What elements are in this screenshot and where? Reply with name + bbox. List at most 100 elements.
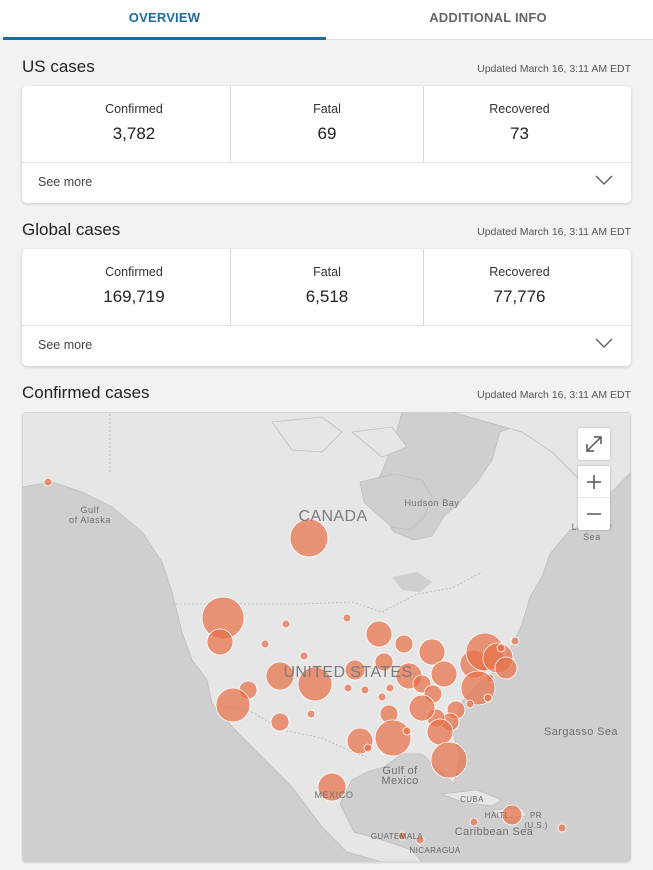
case-bubble[interactable] bbox=[260, 639, 270, 649]
us-cases-card: Confirmed 3,782 Fatal 69 Recovered 73 Se… bbox=[22, 86, 631, 203]
case-bubble[interactable] bbox=[418, 638, 446, 666]
case-bubble[interactable] bbox=[363, 743, 373, 753]
case-bubble[interactable] bbox=[317, 772, 347, 802]
stat-value: 77,776 bbox=[493, 287, 546, 306]
case-bubble[interactable] bbox=[270, 712, 290, 732]
case-bubble[interactable] bbox=[385, 683, 395, 693]
case-bubble[interactable] bbox=[408, 694, 436, 722]
global-cases-header: Global cases Updated March 16, 3:11 AM E… bbox=[22, 220, 631, 244]
stat-label: Recovered bbox=[489, 265, 550, 279]
case-bubble[interactable] bbox=[306, 709, 316, 719]
us-see-more-row[interactable]: See more bbox=[22, 162, 631, 203]
case-bubble[interactable] bbox=[426, 718, 454, 746]
global-cases-updated: Updated March 16, 3:11 AM EDT bbox=[477, 226, 631, 238]
case-bubble[interactable] bbox=[415, 835, 425, 845]
stat-label: Recovered bbox=[489, 102, 550, 116]
stat-value: 73 bbox=[510, 124, 529, 143]
label-hudson-bay: Hudson Bay bbox=[404, 498, 460, 508]
fullscreen-button[interactable] bbox=[578, 428, 610, 460]
map-basemap bbox=[22, 412, 631, 862]
label-cuba: CUBA bbox=[460, 795, 484, 804]
case-bubble[interactable] bbox=[430, 741, 468, 779]
confirmed-cases-map[interactable]: Gulf of Alaska CANADA Hudson Bay Labrado… bbox=[22, 412, 631, 862]
label-caribbean-sea: Caribbean Sea bbox=[454, 826, 534, 838]
see-more-link[interactable]: See more bbox=[38, 175, 93, 189]
global-fatal-stat: Fatal 6,518 bbox=[230, 249, 423, 325]
expand-icon bbox=[586, 436, 602, 452]
case-bubble[interactable] bbox=[360, 685, 370, 695]
case-bubble[interactable] bbox=[510, 636, 520, 646]
case-bubbles bbox=[43, 477, 567, 845]
stat-label: Confirmed bbox=[105, 265, 163, 279]
case-bubble[interactable] bbox=[374, 719, 412, 757]
see-more-link[interactable]: See more bbox=[38, 338, 93, 352]
tab-additional-info[interactable]: ADDITIONAL INFO bbox=[429, 10, 547, 25]
plus-icon bbox=[587, 475, 601, 489]
case-bubble[interactable] bbox=[483, 693, 493, 703]
us-fatal-stat: Fatal 69 bbox=[230, 86, 423, 162]
case-bubble[interactable] bbox=[394, 634, 414, 654]
label-gulf-of-mexico: Gulf of Mexico bbox=[381, 765, 419, 787]
us-cases-header: US cases Updated March 16, 3:11 AM EDT bbox=[22, 57, 631, 81]
us-recovered-stat: Recovered 73 bbox=[423, 86, 615, 162]
case-bubble[interactable] bbox=[557, 823, 567, 833]
tab-overview[interactable]: OVERVIEW bbox=[3, 0, 326, 40]
land-arctic-islands bbox=[271, 416, 408, 458]
label-puerto-rico: PR (U.S.) bbox=[524, 811, 548, 830]
us-cases-title: US cases bbox=[22, 57, 95, 76]
case-bubble[interactable] bbox=[402, 726, 412, 736]
label-guatemala: GUATEMALA bbox=[370, 832, 424, 841]
border-us-canada bbox=[172, 571, 483, 613]
case-bubble[interactable] bbox=[299, 651, 309, 661]
case-bubble[interactable] bbox=[494, 656, 518, 680]
global-cases-title: Global cases bbox=[22, 220, 121, 239]
case-bubble[interactable] bbox=[43, 477, 53, 487]
hudson-bay bbox=[359, 473, 433, 531]
chevron-down-icon[interactable] bbox=[595, 337, 613, 349]
case-bubble[interactable] bbox=[343, 683, 353, 693]
case-bubble[interactable] bbox=[342, 613, 352, 623]
case-bubble[interactable] bbox=[397, 831, 407, 841]
case-bubble[interactable] bbox=[465, 699, 475, 709]
case-bubble[interactable] bbox=[501, 804, 523, 826]
tab-bar: OVERVIEW ADDITIONAL INFO bbox=[0, 0, 653, 40]
global-see-more-row[interactable]: See more bbox=[22, 325, 631, 366]
zoom-controls bbox=[578, 466, 610, 530]
label-mexico: MEXICO bbox=[314, 790, 354, 800]
case-bubble[interactable] bbox=[377, 692, 387, 702]
label-united-states: UNITED STATES bbox=[283, 664, 413, 681]
label-gulf-of-alaska: Gulf of Alaska bbox=[69, 505, 111, 525]
stat-value: 3,782 bbox=[112, 124, 156, 143]
case-bubble[interactable] bbox=[215, 687, 251, 723]
chevron-down-icon[interactable] bbox=[595, 174, 613, 186]
confirmed-cases-updated: Updated March 16, 3:11 AM EDT bbox=[477, 389, 631, 401]
case-bubble[interactable] bbox=[289, 518, 329, 558]
case-bubble[interactable] bbox=[344, 659, 366, 681]
us-confirmed-stat: Confirmed 3,782 bbox=[38, 86, 230, 162]
case-bubble[interactable] bbox=[297, 666, 333, 702]
label-haiti: HAITI bbox=[484, 811, 508, 820]
land-cuba bbox=[441, 789, 503, 807]
case-bubble[interactable] bbox=[496, 643, 506, 653]
case-bubble[interactable] bbox=[365, 620, 393, 648]
stat-value: 6,518 bbox=[305, 287, 349, 306]
stat-label: Confirmed bbox=[105, 102, 163, 116]
confirmed-cases-title: Confirmed cases bbox=[22, 383, 150, 402]
case-bubble[interactable] bbox=[469, 817, 479, 827]
case-bubble[interactable] bbox=[374, 652, 394, 672]
label-nicaragua: NICARAGUA bbox=[409, 846, 461, 855]
case-bubble[interactable] bbox=[206, 628, 234, 656]
case-bubble[interactable] bbox=[265, 661, 295, 691]
stat-value: 169,719 bbox=[103, 287, 165, 306]
us-cases-updated: Updated March 16, 3:11 AM EDT bbox=[477, 63, 631, 75]
stat-value: 69 bbox=[317, 124, 337, 143]
case-bubble[interactable] bbox=[430, 660, 458, 688]
label-sargasso-sea: Sargasso Sea bbox=[544, 726, 618, 738]
zoom-in-button[interactable] bbox=[578, 466, 610, 498]
zoom-out-button[interactable] bbox=[578, 498, 610, 530]
global-recovered-stat: Recovered 77,776 bbox=[423, 249, 615, 325]
label-canada: CANADA bbox=[298, 508, 368, 525]
stat-label: Fatal bbox=[313, 265, 341, 279]
great-lakes bbox=[392, 572, 432, 592]
case-bubble[interactable] bbox=[281, 619, 291, 629]
